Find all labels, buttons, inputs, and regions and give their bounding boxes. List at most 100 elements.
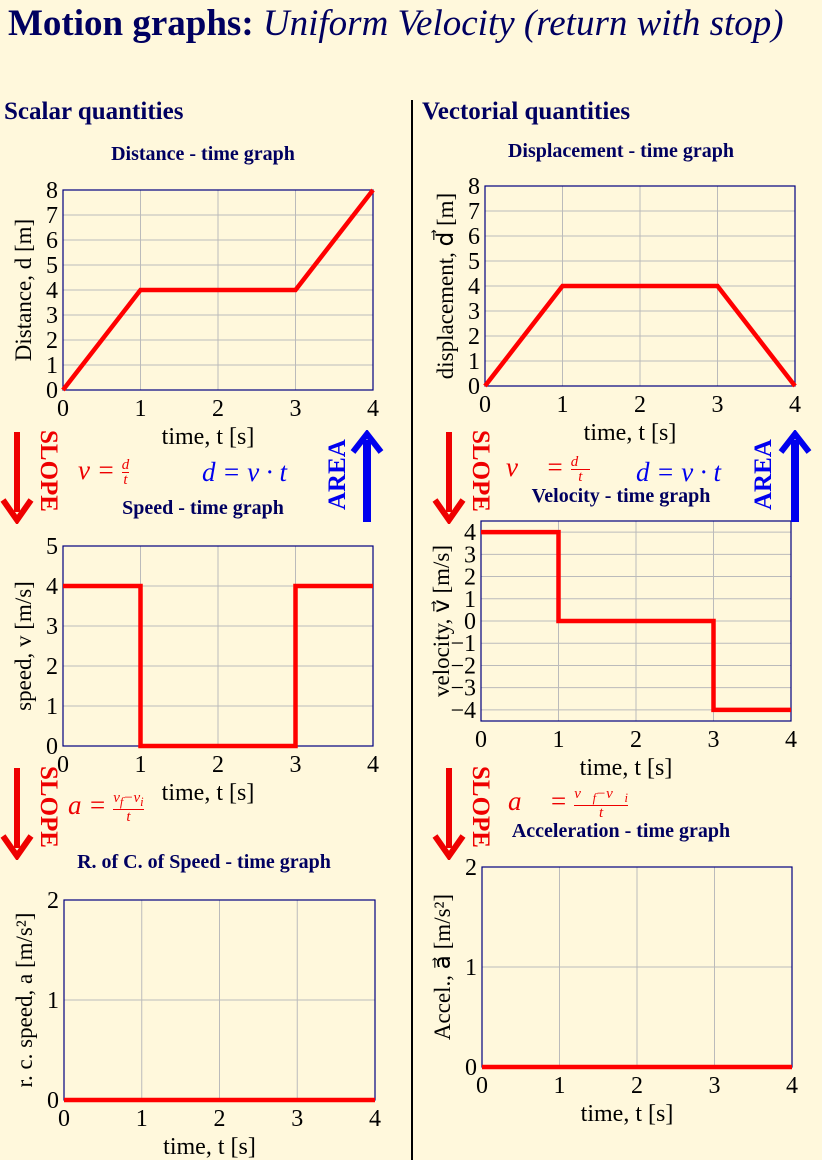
x-tick-label: 3 [291,1106,303,1132]
slope-label-3: SLOPE [467,430,494,512]
x-tick-label: 4 [367,396,379,422]
plot-frame [480,520,792,722]
y-tick-label: 8 [468,174,480,200]
x-tick-label: 1 [135,396,147,422]
x-axis-label: time, t [s] [580,755,673,781]
y-axis-label: speed, v [m/s] [11,581,36,711]
formula-vec-a-eq: a⃗ = v⃗f−v⃗i t [508,786,628,822]
x-tick-label: 3 [290,396,302,422]
x-axis-label: time, t [s] [162,424,255,450]
y-tick-label: 1 [464,587,476,613]
slope-label-1: SLOPE [35,430,62,512]
data-series-line [483,283,797,388]
title-italic: Uniform Velocity (return with stop) [262,3,784,44]
y-tick-label: 8 [46,178,58,204]
x-tick-label: 0 [479,392,491,418]
y-tick-label: 1 [465,955,477,981]
y-tick-label: −1 [450,631,476,657]
y-tick-label: −4 [450,698,476,724]
x-tick-label: 1 [136,1106,148,1132]
x-axis-label: time, t [s] [163,1134,256,1160]
x-tick-label: 1 [557,392,569,418]
y-tick-label: 2 [465,855,477,881]
y-tick-label: 3 [464,542,476,568]
slope-arrow-1 [0,432,34,529]
y-tick-label: 1 [46,694,58,720]
x-tick-label: 4 [369,1106,381,1132]
y-axis-label: r. c. speed, a [m/s²] [12,913,37,1088]
y-tick-label: 1 [46,353,58,379]
chart-title: Velocity - time graph [532,485,711,507]
data-series-line [61,188,375,392]
y-tick-label: 5 [46,253,58,279]
data-series-line [63,583,373,749]
y-tick-label: 2 [47,888,59,914]
x-tick-label: 1 [553,727,565,753]
x-tick-label: 4 [367,752,379,778]
x-tick-label: 0 [476,1073,488,1099]
title-bold: Motion graphs: [8,3,254,44]
area-arrow-1 [350,429,384,529]
x-tick-label: 3 [290,752,302,778]
y-tick-label: −3 [450,676,476,702]
chart-title: Displacement - time graph [508,140,734,162]
y-tick-label: 2 [46,328,58,354]
x-tick-label: 0 [57,396,69,422]
x-axis-label: time, t [s] [162,780,255,806]
x-axis-label: time, t [s] [584,420,677,446]
formula-vec-d-eq-vt: d = v · t [636,457,721,487]
area-label-2: AREA [750,439,777,510]
y-tick-label: 6 [468,224,480,250]
x-tick-label: 0 [475,727,487,753]
x-tick-label: 1 [135,752,147,778]
page-title: Motion graphs: Uniform Velocity (return … [8,2,784,45]
y-tick-label: −2 [450,653,476,679]
section-scalar: Scalar quantities [4,98,184,125]
y-tick-label: 0 [464,609,476,635]
chart-title: R. of C. of Speed - time graph [77,851,331,873]
y-tick-label: 4 [464,520,476,546]
formula-a-eq: a = vf−vi t [68,790,144,826]
formula-d-eq-vt: d = v · t [202,457,287,487]
y-tick-label: 1 [47,988,59,1014]
x-tick-label: 0 [57,752,69,778]
y-tick-label: 5 [468,249,480,275]
x-tick-label: 2 [634,392,646,418]
y-tick-label: 1 [468,349,480,375]
x-axis-label: time, t [s] [581,1101,674,1127]
x-tick-label: 4 [789,392,801,418]
y-tick-label: 6 [46,228,58,254]
area-label-1: AREA [324,439,351,510]
y-axis-label: displacement, d⃗ [m] [431,193,458,379]
x-tick-label: 2 [214,1106,226,1132]
column-divider [411,100,413,1160]
x-tick-label: 3 [712,392,724,418]
x-tick-label: 4 [785,727,797,753]
x-tick-label: 0 [58,1106,70,1132]
y-tick-label: 2 [46,654,58,680]
y-tick-label: 3 [46,303,58,329]
x-tick-label: 2 [631,1073,643,1099]
y-axis-label: Distance, d [m] [11,219,36,361]
x-tick-label: 2 [212,396,224,422]
y-tick-label: 4 [46,278,58,304]
y-tick-label: 4 [468,274,480,300]
y-tick-label: 3 [46,614,58,640]
y-tick-label: 0 [465,1055,477,1081]
x-tick-label: 3 [708,727,720,753]
y-tick-label: 2 [464,565,476,591]
y-tick-label: 3 [468,299,480,325]
formula-vec-v-eq: v⃗ = d⃗ t [506,452,590,486]
chart-title: Speed - time graph [122,497,284,519]
slope-label-4: SLOPE [467,766,494,848]
x-tick-label: 4 [786,1073,798,1099]
y-tick-label: 0 [47,1088,59,1114]
y-tick-label: 5 [46,534,58,560]
y-tick-label: 7 [468,199,480,225]
y-axis-label: velocity, v⃗ [m/s] [429,545,454,697]
plot-frame [62,189,374,391]
y-tick-label: 0 [46,734,58,760]
y-tick-label: 0 [46,378,58,404]
